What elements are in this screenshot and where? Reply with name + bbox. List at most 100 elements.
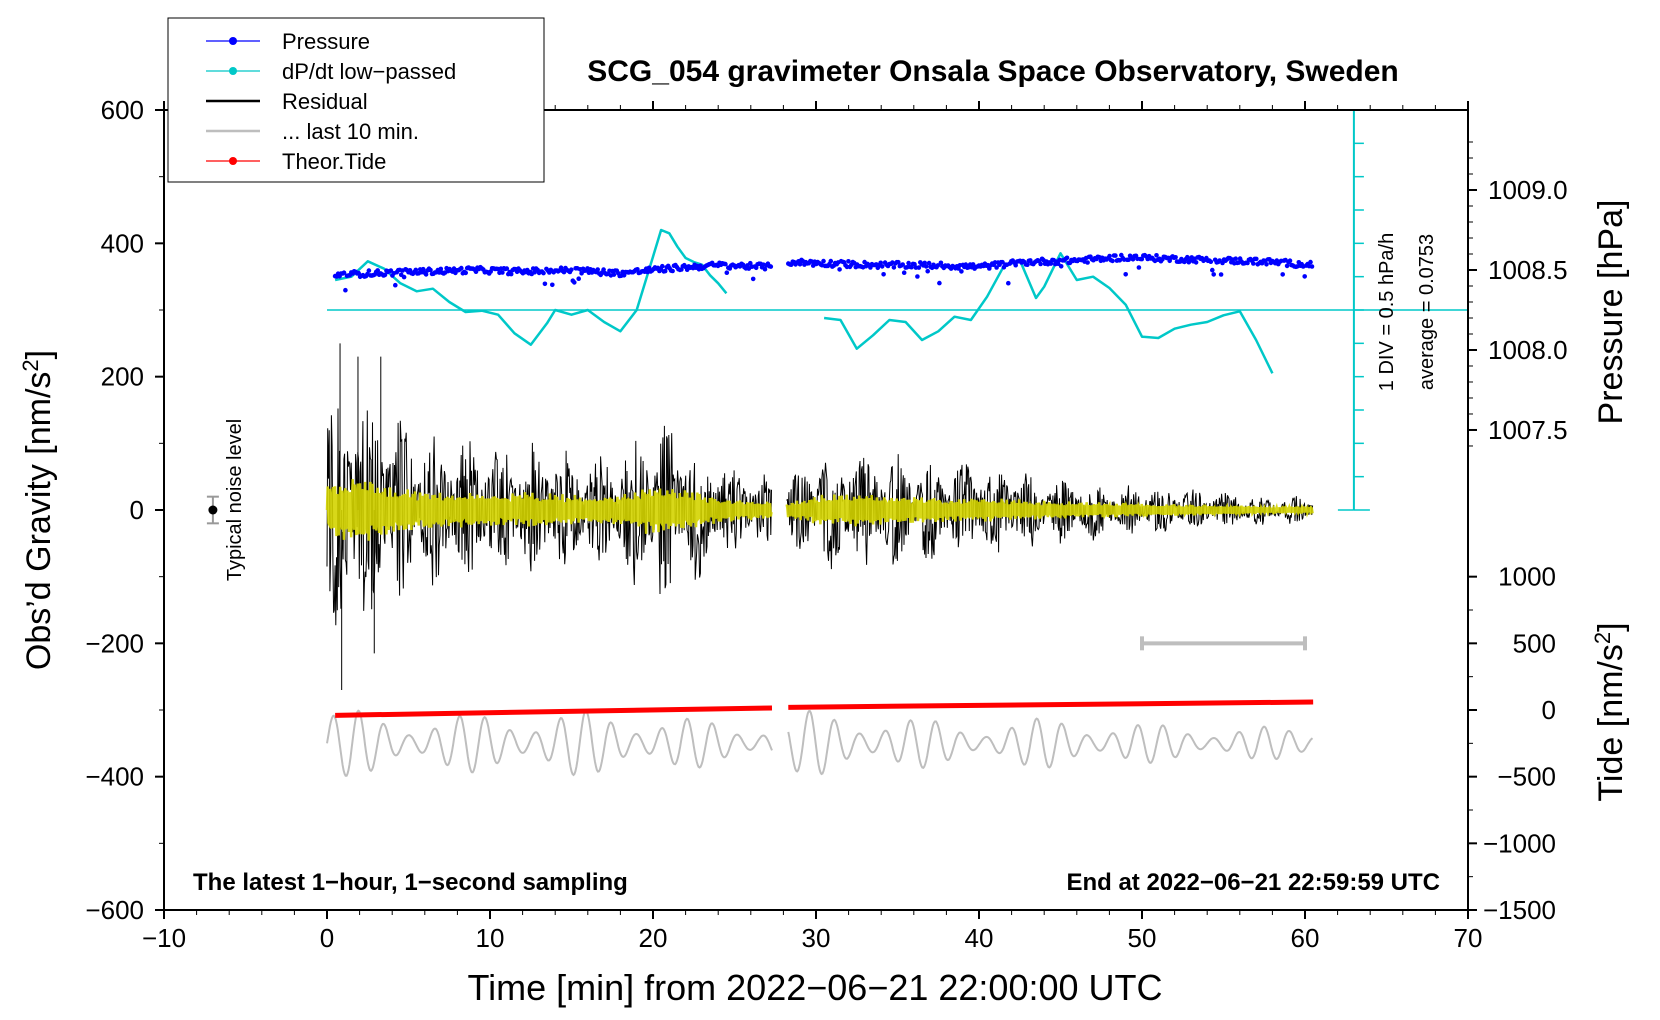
pressure-point (923, 264, 929, 269)
chart-title: SCG_054 gravimeter Onsala Space Observat… (587, 55, 1399, 88)
pressure-tick-label: 1007.5 (1488, 415, 1568, 445)
legend-label: Pressure (282, 29, 370, 54)
tide-axis-label: Tide [nm/s2] (1590, 622, 1630, 801)
pressure-point (821, 258, 826, 264)
pressure-tick-label: 1008.5 (1488, 255, 1568, 285)
x-tick-label: 40 (965, 923, 994, 953)
pressure-point (1210, 267, 1215, 273)
y-tick-label: 600 (101, 95, 144, 125)
pressure-point (572, 280, 577, 285)
tide-axis-label-main: Tide [nm/s (1592, 644, 1630, 801)
pressure-axis-label: Pressure [hPa] (1592, 200, 1630, 425)
pressure-point (926, 260, 932, 266)
pressure-point (635, 267, 640, 272)
pressure-point (550, 282, 555, 288)
pressure-point (994, 265, 999, 270)
pressure-point (1254, 256, 1259, 262)
x-tick-label: −10 (142, 923, 186, 953)
pressure-point (413, 267, 419, 273)
pressure-point (753, 265, 759, 271)
pressure-point (1233, 256, 1238, 262)
pressure-point (459, 265, 464, 271)
series-dpdt (334, 228, 1274, 374)
x-tick-label: 30 (802, 923, 831, 953)
series-theor-tide (335, 699, 1314, 718)
pressure-point (1308, 259, 1313, 265)
last-10-min-line (326, 709, 773, 777)
pressure-point (1013, 262, 1018, 268)
legend-label: ... last 10 min. (282, 119, 419, 144)
pressure-point (646, 265, 652, 271)
tide-tick-label: 1000 (1498, 562, 1556, 592)
y-tick-label: −600 (85, 895, 144, 925)
pressure-point (935, 263, 941, 268)
y-axis-label-left-sup: 2 (18, 359, 43, 371)
dpdt-axis (327, 110, 1468, 511)
residual-smoothed-line (325, 479, 773, 541)
pressure-point (1123, 272, 1128, 277)
pressure-point (768, 264, 774, 269)
tide-tick-label: −1000 (1483, 828, 1556, 858)
pressure-point (797, 261, 803, 267)
pressure-point (1048, 261, 1054, 266)
legend-label: dP/dt low−passed (282, 59, 456, 84)
last-10-min-line (787, 709, 1314, 776)
pressure-point (901, 270, 907, 276)
pressure-point (1107, 253, 1112, 259)
pressure-point (891, 265, 897, 270)
y-axis-label-left-close: ] (20, 350, 58, 359)
pressure-point (1208, 259, 1214, 265)
plot-area (325, 110, 1468, 777)
pressure-point (542, 281, 548, 287)
pressure-point (601, 267, 606, 272)
pressure-point (828, 258, 834, 264)
sampling-note: The latest 1−hour, 1−second sampling (193, 869, 628, 896)
pressure-point (401, 274, 407, 280)
pressure-point (1085, 260, 1090, 265)
pressure-point (1185, 254, 1190, 260)
x-tick-label: 50 (1128, 923, 1157, 953)
pressure-point (1110, 258, 1115, 264)
pressure-point (662, 268, 668, 274)
y-tick-label: −200 (85, 628, 144, 658)
pressure-point (670, 268, 675, 274)
pressure-point (388, 268, 394, 273)
legend-label: Theor.Tide (282, 149, 386, 174)
pressure-point (900, 262, 905, 267)
pressure-point (343, 287, 348, 293)
pressure-point (473, 269, 479, 275)
pressure-point (500, 270, 505, 275)
y-axis-left: 600 400 200 0 −200 −400 −600 (85, 95, 164, 925)
x-tick-label: 60 (1291, 923, 1320, 953)
x-tick-label: 10 (476, 923, 505, 953)
pressure-point (723, 261, 728, 267)
pressure-point (837, 267, 842, 272)
pressure-point (1264, 262, 1269, 267)
pressure-point (375, 268, 381, 273)
residual-smoothed-line (785, 494, 1314, 527)
series-pressure (332, 252, 1315, 293)
last-10-min-bracket (1140, 636, 1307, 651)
pressure-point (356, 270, 361, 276)
dpdt-average-label: average = 0.0753 (1416, 234, 1438, 390)
pressure-point (366, 268, 372, 273)
pressure-point (937, 280, 942, 286)
series-residual-smoothed (325, 479, 1314, 541)
noise-level-label: Typical noise level (224, 419, 246, 581)
pressure-point (1309, 264, 1315, 269)
y-axis-label-left-main: Obs’d Gravity [nm/s (20, 372, 58, 671)
tide-tick-label: −500 (1497, 762, 1556, 792)
theor-tide-line (335, 705, 773, 718)
theor-tide-line (788, 699, 1314, 710)
pressure-point (541, 270, 546, 276)
pressure-point (878, 260, 883, 266)
pressure-point (393, 282, 398, 288)
y-tick-label: −400 (85, 762, 144, 792)
pressure-point (423, 272, 429, 277)
pressure-point (382, 272, 388, 278)
pressure-point (428, 267, 433, 273)
pressure-point (1113, 253, 1118, 258)
pressure-point (750, 276, 756, 282)
pressure-point (438, 266, 444, 272)
